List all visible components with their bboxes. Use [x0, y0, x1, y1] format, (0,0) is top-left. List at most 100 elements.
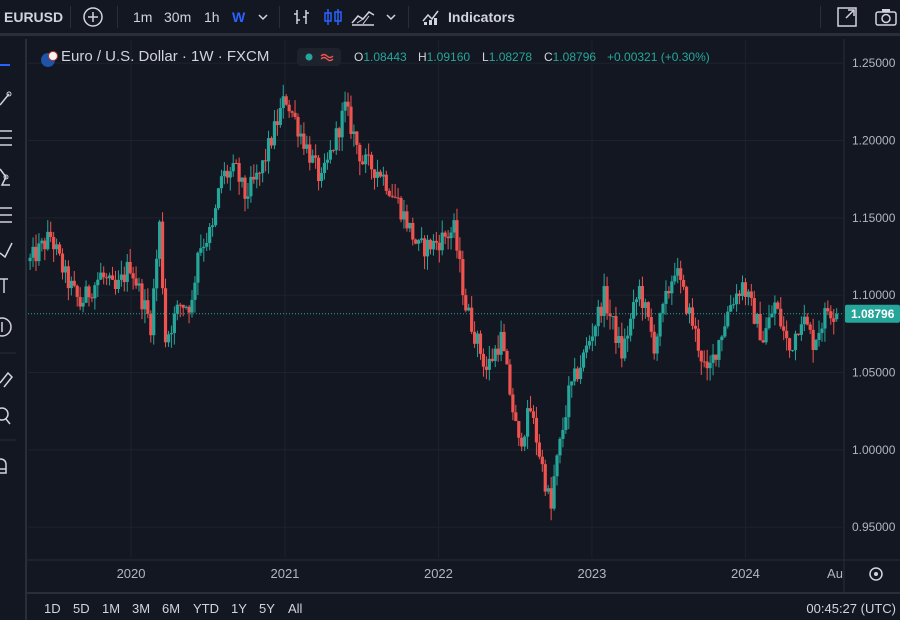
- candle-body: [808, 324, 812, 330]
- chart-type-chevron-down-icon[interactable]: [385, 0, 397, 33]
- zoom-tool-icon[interactable]: [0, 407, 11, 425]
- candle-body: [499, 331, 503, 355]
- candle: [428, 238, 433, 255]
- candle: [69, 276, 73, 296]
- candle-body: [467, 307, 471, 311]
- toolbar-divider: [408, 6, 409, 28]
- candle: [581, 349, 586, 372]
- candles-chart-style-icon[interactable]: [322, 0, 344, 33]
- range-1d[interactable]: 1D: [44, 601, 61, 616]
- candle-body: [661, 303, 665, 314]
- range-1m[interactable]: 1M: [102, 601, 121, 616]
- candle: [420, 227, 424, 243]
- bar-chart-style-icon[interactable]: [292, 0, 312, 33]
- candle: [796, 333, 801, 336]
- indicators-button[interactable]: Indicators: [448, 8, 515, 25]
- range-all[interactable]: All: [288, 601, 303, 616]
- candle: [787, 337, 792, 358]
- indicators-icon[interactable]: [421, 0, 441, 33]
- candle: [417, 238, 421, 251]
- candle: [578, 355, 583, 384]
- candle: [125, 253, 129, 292]
- icons-tool-icon[interactable]: [0, 317, 12, 337]
- candle-body: [555, 455, 559, 477]
- fib-tool-icon[interactable]: [0, 130, 12, 146]
- candle: [425, 234, 430, 270]
- candle-body: [316, 157, 321, 182]
- candle: [414, 238, 418, 245]
- candle: [761, 330, 765, 344]
- candle-body: [369, 154, 374, 170]
- candle: [272, 110, 277, 150]
- ruler-tool-icon[interactable]: [0, 371, 14, 388]
- fullscreen-icon[interactable]: [836, 0, 858, 33]
- candle: [726, 306, 730, 329]
- candle: [752, 290, 756, 325]
- candle-body: [537, 442, 541, 457]
- range-ytd[interactable]: YTD: [193, 601, 219, 616]
- area-chart-style-icon[interactable]: [350, 0, 376, 33]
- range-3m[interactable]: 3M: [132, 601, 151, 616]
- candle: [269, 136, 274, 149]
- brush-tool-icon[interactable]: [0, 242, 13, 259]
- candle: [43, 237, 47, 261]
- candle-body: [60, 253, 65, 273]
- last-price-tag-label: 1.08796: [851, 307, 895, 321]
- interval-w[interactable]: W: [232, 8, 246, 25]
- text-tool-icon[interactable]: [0, 278, 8, 293]
- candle-body: [705, 361, 709, 369]
- candle-body: [761, 340, 765, 343]
- candle-body: [49, 231, 53, 238]
- symbol-search[interactable]: EURUSD: [4, 8, 64, 25]
- candle-body: [443, 232, 447, 237]
- range-6m[interactable]: 6M: [162, 601, 181, 616]
- candle: [63, 259, 68, 283]
- utc-clock[interactable]: 00:45:27 (UTC): [806, 601, 896, 616]
- candle: [534, 406, 539, 456]
- candle-body: [502, 331, 506, 351]
- candle-body: [737, 293, 742, 296]
- pattern-tool-icon[interactable]: [0, 168, 10, 186]
- candle: [405, 204, 409, 232]
- candle: [290, 110, 294, 118]
- market-status-badge[interactable]: [297, 48, 341, 66]
- range-5d[interactable]: 5D: [73, 601, 90, 616]
- candle: [487, 345, 491, 381]
- candle: [328, 140, 332, 164]
- candle-body: [275, 121, 279, 126]
- snapshot-camera-icon[interactable]: [874, 0, 898, 33]
- candle-body: [90, 297, 94, 299]
- candle-body: [505, 350, 509, 365]
- candle: [590, 323, 594, 352]
- chart-title[interactable]: Euro / U.S. Dollar · 1W · FXCM: [61, 48, 270, 65]
- axis-settings-gear-icon[interactable]: [869, 567, 883, 581]
- candle-body: [811, 329, 815, 350]
- candle-body: [160, 221, 165, 289]
- candle-body: [211, 225, 215, 227]
- candle: [237, 157, 241, 195]
- compare-add-icon[interactable]: [82, 0, 104, 33]
- interval-30m[interactable]: 30m: [164, 8, 192, 25]
- candle-body: [475, 333, 480, 344]
- candle-body: [552, 476, 556, 509]
- interval-dropdown-chevron-down-icon[interactable]: [257, 0, 269, 33]
- range-1y[interactable]: 1Y: [231, 601, 247, 616]
- interval-1m[interactable]: 1m: [133, 8, 153, 25]
- candle: [664, 280, 668, 315]
- prediction-tool-icon[interactable]: [0, 207, 12, 223]
- candle-body: [584, 345, 589, 353]
- candle: [690, 298, 695, 330]
- interval-1h[interactable]: 1h: [204, 8, 220, 25]
- candle: [319, 167, 324, 188]
- range-5y[interactable]: 5Y: [259, 601, 275, 616]
- candle: [808, 322, 812, 335]
- candle-body: [96, 279, 100, 286]
- candle-body: [682, 279, 686, 287]
- magnet-tool-icon[interactable]: [0, 458, 7, 474]
- candle: [146, 288, 150, 319]
- trend-line-tool-icon[interactable]: [0, 91, 12, 106]
- candle-body: [175, 304, 179, 314]
- candle-body: [717, 340, 721, 360]
